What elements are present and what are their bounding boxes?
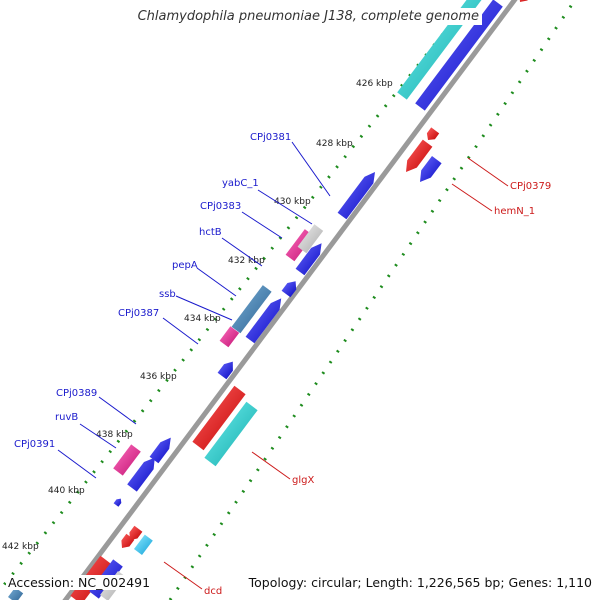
gene-label-forward[interactable]: CPj0383 bbox=[200, 201, 241, 212]
gene-label-forward[interactable]: CPj0387 bbox=[118, 308, 159, 319]
leader-line bbox=[57, 449, 97, 479]
gene-block[interactable] bbox=[415, 0, 503, 111]
gene-block[interactable] bbox=[134, 534, 153, 555]
leader-line bbox=[451, 183, 493, 212]
tick-track-outer bbox=[0, 0, 472, 593]
gene-label-forward[interactable]: yabC_1 bbox=[222, 178, 259, 189]
gene-block[interactable] bbox=[217, 361, 233, 380]
leader-line bbox=[467, 157, 509, 187]
scale-label: 426 kbp bbox=[356, 79, 393, 89]
gene-block[interactable] bbox=[295, 243, 322, 276]
gene-block[interactable] bbox=[192, 385, 246, 451]
scale-label: 428 kbp bbox=[316, 139, 353, 149]
leader-line bbox=[163, 561, 203, 590]
gene-block[interactable] bbox=[281, 281, 297, 298]
leader-line bbox=[241, 211, 283, 239]
gene-label-reverse[interactable]: glgX bbox=[292, 475, 314, 486]
gene-block[interactable] bbox=[127, 457, 155, 492]
gene-block[interactable] bbox=[149, 437, 171, 464]
scale-label: 432 kbp bbox=[228, 256, 265, 266]
leader-line bbox=[196, 267, 237, 297]
gene-label-forward[interactable]: CPj0381 bbox=[250, 132, 291, 143]
gene-block[interactable] bbox=[113, 444, 141, 476]
leader-line bbox=[291, 141, 331, 197]
gene-block[interactable] bbox=[121, 533, 135, 548]
leader-line bbox=[257, 189, 313, 225]
leader-line bbox=[162, 317, 199, 345]
genome-summary: Topology: circular; Length: 1,226,565 bp… bbox=[246, 575, 594, 590]
gene-block[interactable] bbox=[297, 224, 324, 254]
gene-block[interactable] bbox=[519, 0, 532, 2]
gene-block[interactable] bbox=[219, 326, 240, 348]
tick-track-inner bbox=[168, 0, 577, 600]
gene-block[interactable] bbox=[8, 587, 24, 600]
gene-block[interactable] bbox=[129, 525, 143, 540]
gene-block[interactable] bbox=[337, 172, 375, 220]
scale-label: 434 kbp bbox=[184, 314, 221, 324]
genome-backbone bbox=[62, 0, 518, 600]
accession-text: Accession: NC_002491 bbox=[6, 575, 153, 590]
gene-label-forward[interactable]: ruvB bbox=[55, 412, 78, 423]
gene-block[interactable] bbox=[426, 127, 440, 140]
scale-label: 430 kbp bbox=[274, 197, 311, 207]
scale-label: 438 kbp bbox=[96, 430, 133, 440]
gene-block[interactable] bbox=[231, 285, 272, 334]
scale-label: 442 kbp bbox=[2, 542, 39, 552]
scale-label: 436 kbp bbox=[140, 372, 177, 382]
gene-label-reverse[interactable]: CPj0379 bbox=[510, 181, 551, 192]
leader-line bbox=[98, 396, 137, 425]
gene-label-reverse[interactable]: dcd bbox=[204, 586, 222, 597]
gene-label-forward[interactable]: CPj0391 bbox=[14, 439, 55, 450]
leader-line bbox=[221, 237, 263, 267]
gene-block[interactable] bbox=[406, 139, 433, 172]
scale-label: 440 kbp bbox=[48, 486, 85, 496]
gene-label-forward[interactable]: hctB bbox=[199, 227, 222, 238]
gene-label-reverse[interactable]: hemN_1 bbox=[494, 206, 535, 217]
gene-label-forward[interactable]: pepA bbox=[172, 260, 198, 271]
gene-label-forward[interactable]: ssb bbox=[159, 289, 176, 300]
gene-block[interactable] bbox=[245, 298, 282, 344]
leader-line bbox=[175, 295, 233, 321]
gene-label-forward[interactable]: CPj0389 bbox=[56, 388, 97, 399]
genome-title: Chlamydophila pneumoniae J138, complete … bbox=[134, 8, 482, 25]
gene-block[interactable] bbox=[204, 401, 258, 467]
gene-block[interactable] bbox=[420, 156, 442, 182]
gene-block[interactable] bbox=[113, 498, 122, 507]
leader-line bbox=[79, 423, 117, 449]
leader-line bbox=[251, 451, 291, 480]
